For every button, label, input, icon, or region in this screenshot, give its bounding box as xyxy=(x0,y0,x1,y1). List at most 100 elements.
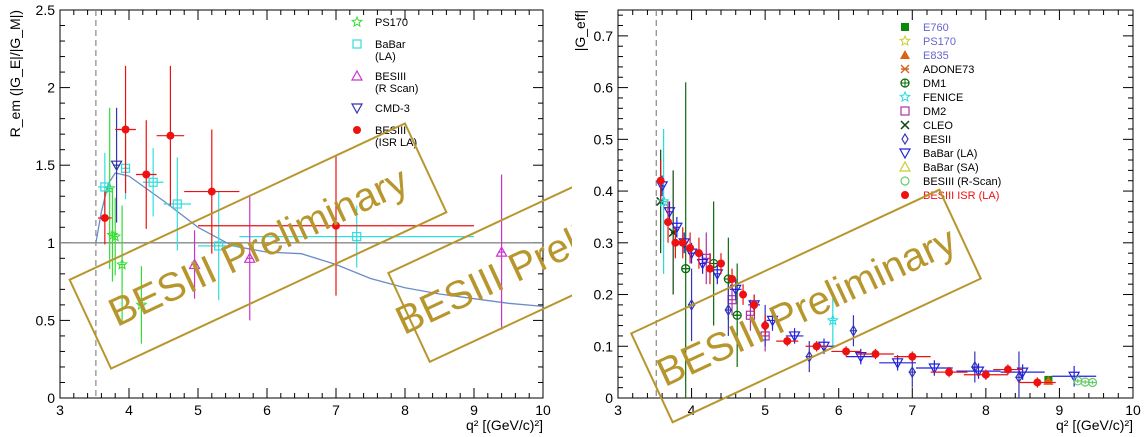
legend-marker xyxy=(352,39,362,49)
series-besiii-isr-la- xyxy=(656,160,1056,388)
legend-sublabel: (R Scan) xyxy=(375,83,418,95)
series-besiii-r-scan- xyxy=(1073,376,1098,388)
x-tick-label: 7 xyxy=(332,402,340,418)
legend-label: PS170 xyxy=(375,17,408,29)
series-besiii-r-scan- xyxy=(188,174,508,330)
data-point xyxy=(664,218,673,227)
data-point xyxy=(783,337,792,346)
legend-marker xyxy=(899,34,911,47)
x-tick-label: 6 xyxy=(835,402,843,418)
series-ps170 xyxy=(103,107,148,344)
legend-label: CMD-3 xyxy=(375,103,410,115)
legend-marker xyxy=(353,126,361,134)
y-tick-label: 2 xyxy=(47,80,55,96)
data-point xyxy=(656,176,665,185)
data-point xyxy=(670,222,683,234)
series-fenice xyxy=(657,128,839,347)
legend-label: CLEO xyxy=(923,120,953,132)
data-point xyxy=(871,350,880,359)
y-tick-label: 0.1 xyxy=(594,338,614,354)
data-point xyxy=(724,303,733,317)
y-tick-label: 0.6 xyxy=(594,80,614,96)
y-tick-label: 1 xyxy=(47,235,55,251)
legend-marker xyxy=(900,64,910,74)
data-point xyxy=(945,368,954,377)
data-point-cross xyxy=(709,259,718,268)
legend-label: E760 xyxy=(923,22,949,34)
legend-marker xyxy=(898,160,912,172)
data-point xyxy=(842,347,851,356)
legend-label: PS170 xyxy=(923,36,956,48)
legend-marker xyxy=(898,148,912,160)
data-point xyxy=(207,187,216,196)
data-point xyxy=(1033,378,1042,387)
data-point xyxy=(332,221,340,230)
axis-ticks xyxy=(617,10,1134,399)
legend-marker xyxy=(900,50,910,59)
data-point xyxy=(135,298,148,310)
data-point xyxy=(352,231,362,242)
data-point xyxy=(671,238,680,247)
data-point xyxy=(1087,377,1098,388)
legend-marker xyxy=(900,176,910,186)
data-point xyxy=(657,195,670,207)
data-point xyxy=(717,259,725,268)
legend-label: FENICE xyxy=(923,92,963,104)
data-point xyxy=(908,365,916,379)
legend-label: E835 xyxy=(923,50,949,62)
y-tick-label: 1.5 xyxy=(36,157,56,173)
data-point xyxy=(711,269,724,281)
series-besiii-isr-la- xyxy=(97,65,474,296)
watermark-box xyxy=(387,144,572,364)
x-tick-label: 5 xyxy=(761,402,769,418)
legend: E760 PS170 E835 ADONE73 DM1 FENICE DM2 CLEO BESI… xyxy=(898,22,1001,202)
chart-panel-right: 3 4 5 6 7 8 9 10 0 0.1 0.2 0.3 0.4 0.5 0.6 0.7 q² [(GeV/… xyxy=(572,9,1141,433)
x-axis-title: q² [(GeV/c)²] xyxy=(1056,417,1133,433)
watermark-text: BESIII Preliminary xyxy=(650,218,963,395)
x-tick-label: 4 xyxy=(125,402,133,418)
data-point xyxy=(728,275,737,284)
legend-label: BESII xyxy=(923,134,951,146)
data-point xyxy=(495,245,508,257)
x-tick-label: 10 xyxy=(535,402,551,418)
data-point xyxy=(100,182,110,192)
legend-label: DM2 xyxy=(923,106,946,118)
watermark-box xyxy=(629,188,983,424)
data-point xyxy=(788,331,801,343)
legend-label: BESIII (R-Scan) xyxy=(923,176,1001,188)
y-tick-label: 2.5 xyxy=(36,2,56,18)
legend-label: BESIII xyxy=(375,71,406,83)
series-cmd-3 xyxy=(110,107,123,223)
plot-frame xyxy=(59,9,544,399)
data-point xyxy=(148,177,158,187)
y-axis-title: R_em (|G_E|/|G_M|) xyxy=(7,10,23,137)
watermark-text: BESIII Preliminary xyxy=(389,166,572,343)
data-point xyxy=(1016,367,1029,379)
data-point-cross xyxy=(681,264,690,273)
legend-label: BESIII ISR (LA) xyxy=(923,190,999,202)
legend-sublabel: (ISR LA) xyxy=(375,137,417,149)
data-point xyxy=(805,350,813,363)
legend-marker xyxy=(901,191,909,199)
data-point xyxy=(971,360,979,374)
legend-marker xyxy=(900,106,910,116)
data-point xyxy=(681,264,691,274)
legend-label: ADONE73 xyxy=(923,64,974,76)
data-point xyxy=(908,352,917,361)
x-tick-label: 10 xyxy=(1125,402,1141,418)
data-point xyxy=(739,290,748,299)
legend-marker xyxy=(901,132,909,146)
y-tick-label: 0.7 xyxy=(594,28,614,44)
data-point xyxy=(761,321,770,330)
data-point xyxy=(686,243,695,252)
legend-marker-cross xyxy=(901,79,909,87)
x-tick-label: 7 xyxy=(908,402,916,418)
legend-marker xyxy=(351,15,363,28)
legend-marker xyxy=(900,78,910,88)
data-point xyxy=(116,258,129,270)
data-point xyxy=(705,264,714,273)
data-point xyxy=(109,230,122,242)
data-point xyxy=(110,160,123,172)
chart-panel-left: 3 4 5 6 7 8 9 10 0 0.5 1 1.5 2 2.5 q² [(GeV/c)²] R_em (… xyxy=(7,2,572,433)
data-point xyxy=(928,363,941,375)
